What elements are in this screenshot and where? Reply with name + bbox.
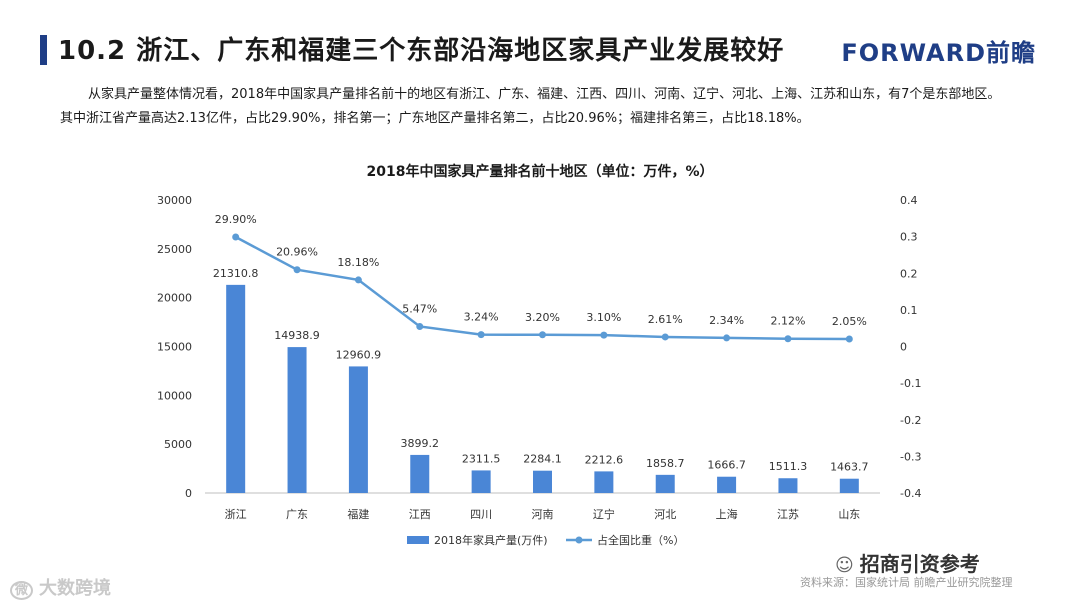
bar (471, 470, 491, 493)
x-tick-label: 江西 (409, 508, 431, 521)
bar-value-label: 3899.2 (401, 437, 440, 450)
y-right-tick-label: -0.4 (900, 487, 921, 500)
y-left-tick-label: 10000 (157, 389, 192, 402)
y-right-tick-label: -0.1 (900, 377, 921, 390)
title-accent-bar (40, 35, 47, 65)
share-point (416, 322, 424, 330)
share-value-label: 5.47% (402, 302, 437, 315)
share-point (845, 335, 853, 343)
share-point (293, 266, 301, 274)
share-value-label: 29.90% (215, 213, 257, 226)
y-left-tick-label: 5000 (164, 438, 192, 451)
y-right-tick-label: -0.3 (900, 450, 921, 463)
x-tick-label: 河南 (532, 508, 554, 521)
bar (839, 478, 859, 493)
bar (655, 474, 675, 493)
share-point (539, 331, 546, 339)
y-left-tick-label: 20000 (157, 292, 192, 305)
y-right-tick-label: 0.2 (900, 267, 918, 280)
x-tick-label: 河北 (654, 508, 676, 521)
x-tick-label: 广东 (286, 508, 308, 521)
bar-value-label: 2311.5 (462, 452, 501, 465)
x-tick-label: 福建 (347, 507, 369, 521)
x-tick-label: 江苏 (777, 508, 799, 521)
bar (348, 366, 368, 493)
y-right-tick-label: 0 (900, 341, 907, 354)
bar (287, 347, 307, 493)
brand-logo: FORWARD前瞻 (841, 39, 1036, 67)
bar (778, 478, 798, 493)
share-point (784, 335, 792, 343)
y-left-tick-label: 0 (185, 487, 192, 500)
wechat-account: ☺ 招商引资参考 (835, 548, 980, 577)
bar (717, 476, 737, 493)
y-left-tick-label: 25000 (157, 243, 192, 256)
weibo-brand: 大数跨境 (39, 578, 112, 599)
bar-value-label: 1511.3 (769, 460, 808, 473)
y-right-tick-label: -0.2 (900, 414, 921, 427)
share-value-label: 3.10% (586, 311, 621, 324)
share-point (723, 334, 731, 342)
share-point (477, 331, 485, 339)
y-left-tick-label: 15000 (157, 341, 192, 354)
bar (410, 454, 430, 493)
share-value-label: 3.24% (464, 311, 499, 324)
chart-title: 2018年中国家具产量排名前十地区（单位：万件，%） (367, 163, 714, 180)
y-right-tick-label: 0.3 (900, 231, 918, 244)
x-tick-label: 辽宁 (593, 507, 615, 521)
page-title: 10.2 浙江、广东和福建三个东部沿海地区家具产业发展较好 (58, 36, 785, 66)
y-right-tick-label: 0.1 (900, 304, 918, 317)
share-value-label: 18.18% (337, 256, 379, 269)
weibo-watermark: 微大数跨境 (10, 574, 111, 600)
share-point (600, 331, 608, 339)
wechat-icon: ☺ (835, 555, 854, 576)
bar-value-label: 21310.8 (213, 267, 259, 280)
bar-value-label: 1858.7 (646, 457, 685, 470)
bar (594, 471, 614, 493)
y-right-tick-label: 0.4 (900, 194, 918, 207)
y-left-tick-label: 30000 (157, 194, 192, 207)
bar-value-label: 2212.6 (585, 453, 624, 466)
weibo-icon: 微 (10, 581, 34, 600)
x-tick-label: 四川 (470, 508, 492, 521)
share-point (354, 276, 362, 284)
x-tick-label: 山东 (838, 508, 860, 521)
legend-line-label: 占全国比重（%） (597, 533, 684, 547)
x-tick-label: 浙江 (225, 508, 247, 521)
share-point (232, 233, 240, 241)
share-value-label: 3.20% (525, 311, 560, 324)
bar (533, 470, 552, 493)
wechat-label: 招商引资参考 (859, 552, 980, 576)
legend-line-marker (575, 536, 583, 544)
share-value-label: 2.05% (832, 315, 867, 328)
description-line-2: 其中浙江省产量高达2.13亿件，占比29.90%，排名第一；广东地区产量排名第二… (60, 111, 810, 126)
bar-value-label: 1666.7 (707, 459, 746, 472)
share-value-label: 20.96% (276, 246, 318, 259)
x-tick-label: 上海 (716, 507, 738, 521)
bar-value-label: 2284.1 (523, 453, 562, 466)
description: 从家具产量整体情况看，2018年中国家具产量排名前十的地区有浙江、广东、福建、江… (60, 83, 1050, 131)
share-value-label: 2.34% (709, 314, 744, 327)
legend-bar-label: 2018年家具产量(万件) (434, 533, 548, 547)
bar-value-label: 12960.9 (336, 348, 382, 361)
share-point (661, 333, 669, 341)
legend-bar-swatch (407, 536, 429, 544)
bar-value-label: 14938.9 (274, 329, 320, 342)
share-value-label: 2.12% (770, 315, 805, 328)
bar-value-label: 1463.7 (830, 461, 869, 474)
share-value-label: 2.61% (648, 313, 683, 326)
bar (226, 284, 246, 493)
description-line-1: 从家具产量整体情况看，2018年中国家具产量排名前十的地区有浙江、广东、福建、江… (88, 87, 1001, 102)
data-source: 资料来源：国家统计局 前瞻产业研究院整理 (800, 576, 1013, 589)
